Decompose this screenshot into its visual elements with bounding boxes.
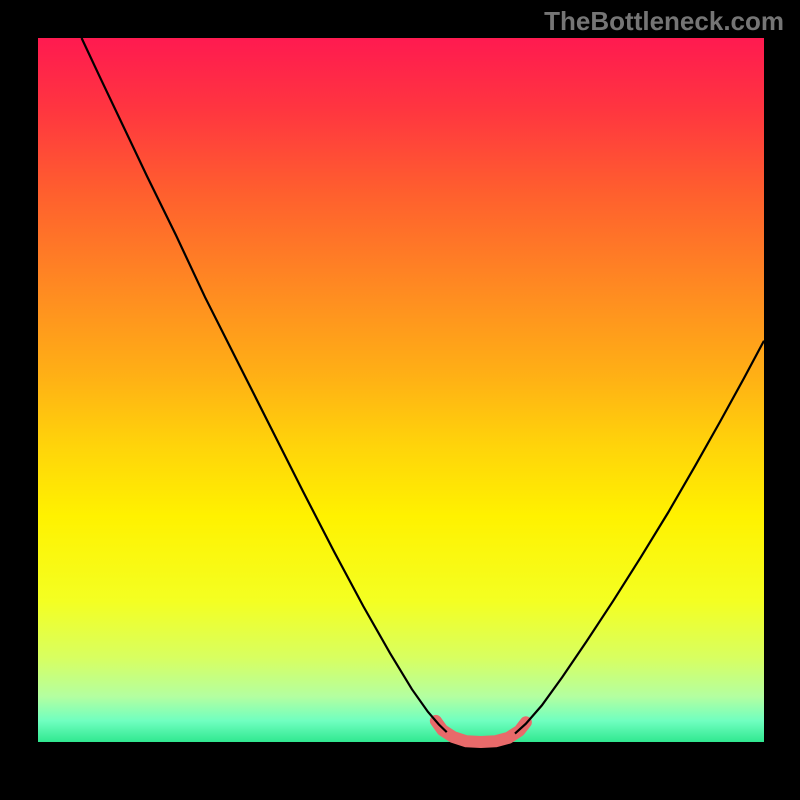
chart-frame: TheBottleneck.com — [0, 0, 800, 800]
curve-layer — [38, 38, 764, 742]
gradient-background — [38, 38, 764, 742]
plot-area — [38, 38, 764, 742]
watermark-text: TheBottleneck.com — [544, 6, 784, 37]
